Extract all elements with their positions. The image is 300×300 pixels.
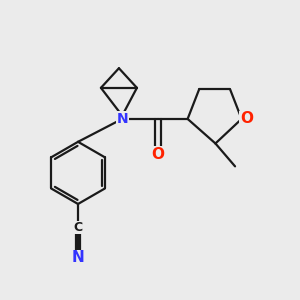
Text: N: N <box>116 112 128 126</box>
Text: N: N <box>72 250 84 266</box>
Text: O: O <box>152 147 165 162</box>
Text: C: C <box>74 221 82 234</box>
Text: O: O <box>240 111 253 126</box>
